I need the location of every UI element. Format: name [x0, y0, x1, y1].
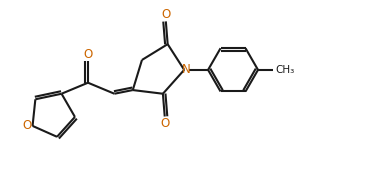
Text: O: O: [161, 8, 170, 21]
Text: N: N: [182, 63, 190, 76]
Text: O: O: [83, 48, 93, 61]
Text: O: O: [160, 117, 169, 130]
Text: CH₃: CH₃: [275, 65, 294, 75]
Text: O: O: [22, 119, 31, 132]
